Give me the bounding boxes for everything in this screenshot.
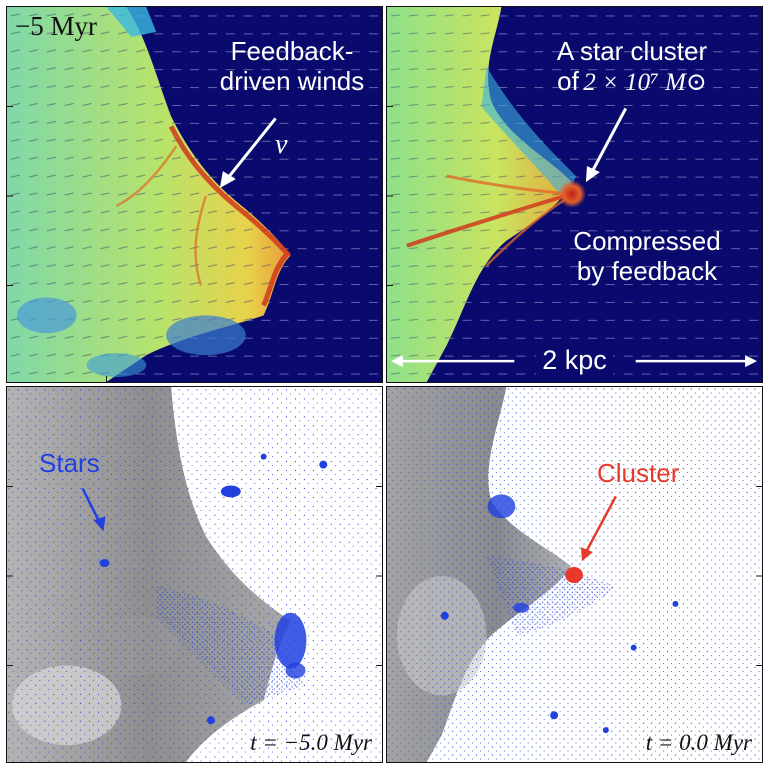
- time-stamp: t = 0.0 Myr: [646, 730, 752, 756]
- cluster-label-line2: of 2 × 10⁷ M⊙: [507, 65, 757, 98]
- cluster-mass-value: 2 × 10⁷ M⊙: [583, 68, 707, 96]
- stellar-map: [387, 387, 762, 762]
- time-label: −5 Myr: [15, 11, 97, 41]
- scale-bar-text: 2 kpc: [536, 345, 613, 375]
- winds-label: Feedback- driven winds: [197, 36, 382, 97]
- compressed-label: Compressed by feedback: [527, 226, 762, 287]
- time-stamp: t = −5.0 Myr: [250, 730, 372, 756]
- stellar-map: [7, 387, 382, 762]
- winds-label-line2: driven winds: [219, 65, 365, 96]
- gas-density-map: [7, 7, 382, 382]
- time-stamp-text: t = 0.0 Myr: [645, 730, 752, 755]
- panel-gas-density-0: A star cluster of 2 × 10⁷ M⊙ Compressed …: [386, 6, 763, 383]
- cluster-mass-label: A star cluster of 2 × 10⁷ M⊙: [507, 36, 757, 98]
- winds-label-line1: Feedback-: [230, 36, 354, 66]
- compressed-label-line2: by feedback: [576, 255, 718, 286]
- panel-stars-0: Cluster t = 0.0 Myr: [386, 386, 763, 763]
- cluster-label: Cluster: [597, 458, 680, 488]
- panel-gas-density-minus5: −5 Myr Feedback- driven winds v: [6, 6, 383, 383]
- panel-stars-minus5: Stars t = −5.0 Myr: [6, 386, 383, 763]
- time-stamp-text: t = −5.0 Myr: [250, 730, 372, 755]
- velocity-symbol: v: [275, 129, 288, 160]
- cluster-label-of: of: [557, 65, 579, 96]
- compressed-label-line1: Compressed: [573, 226, 721, 256]
- gas-density-map: [387, 7, 762, 382]
- scale-bar-label: 2 kpc: [387, 345, 762, 376]
- stars-label: Stars: [39, 448, 100, 478]
- cluster-label-line1: A star cluster: [556, 36, 708, 66]
